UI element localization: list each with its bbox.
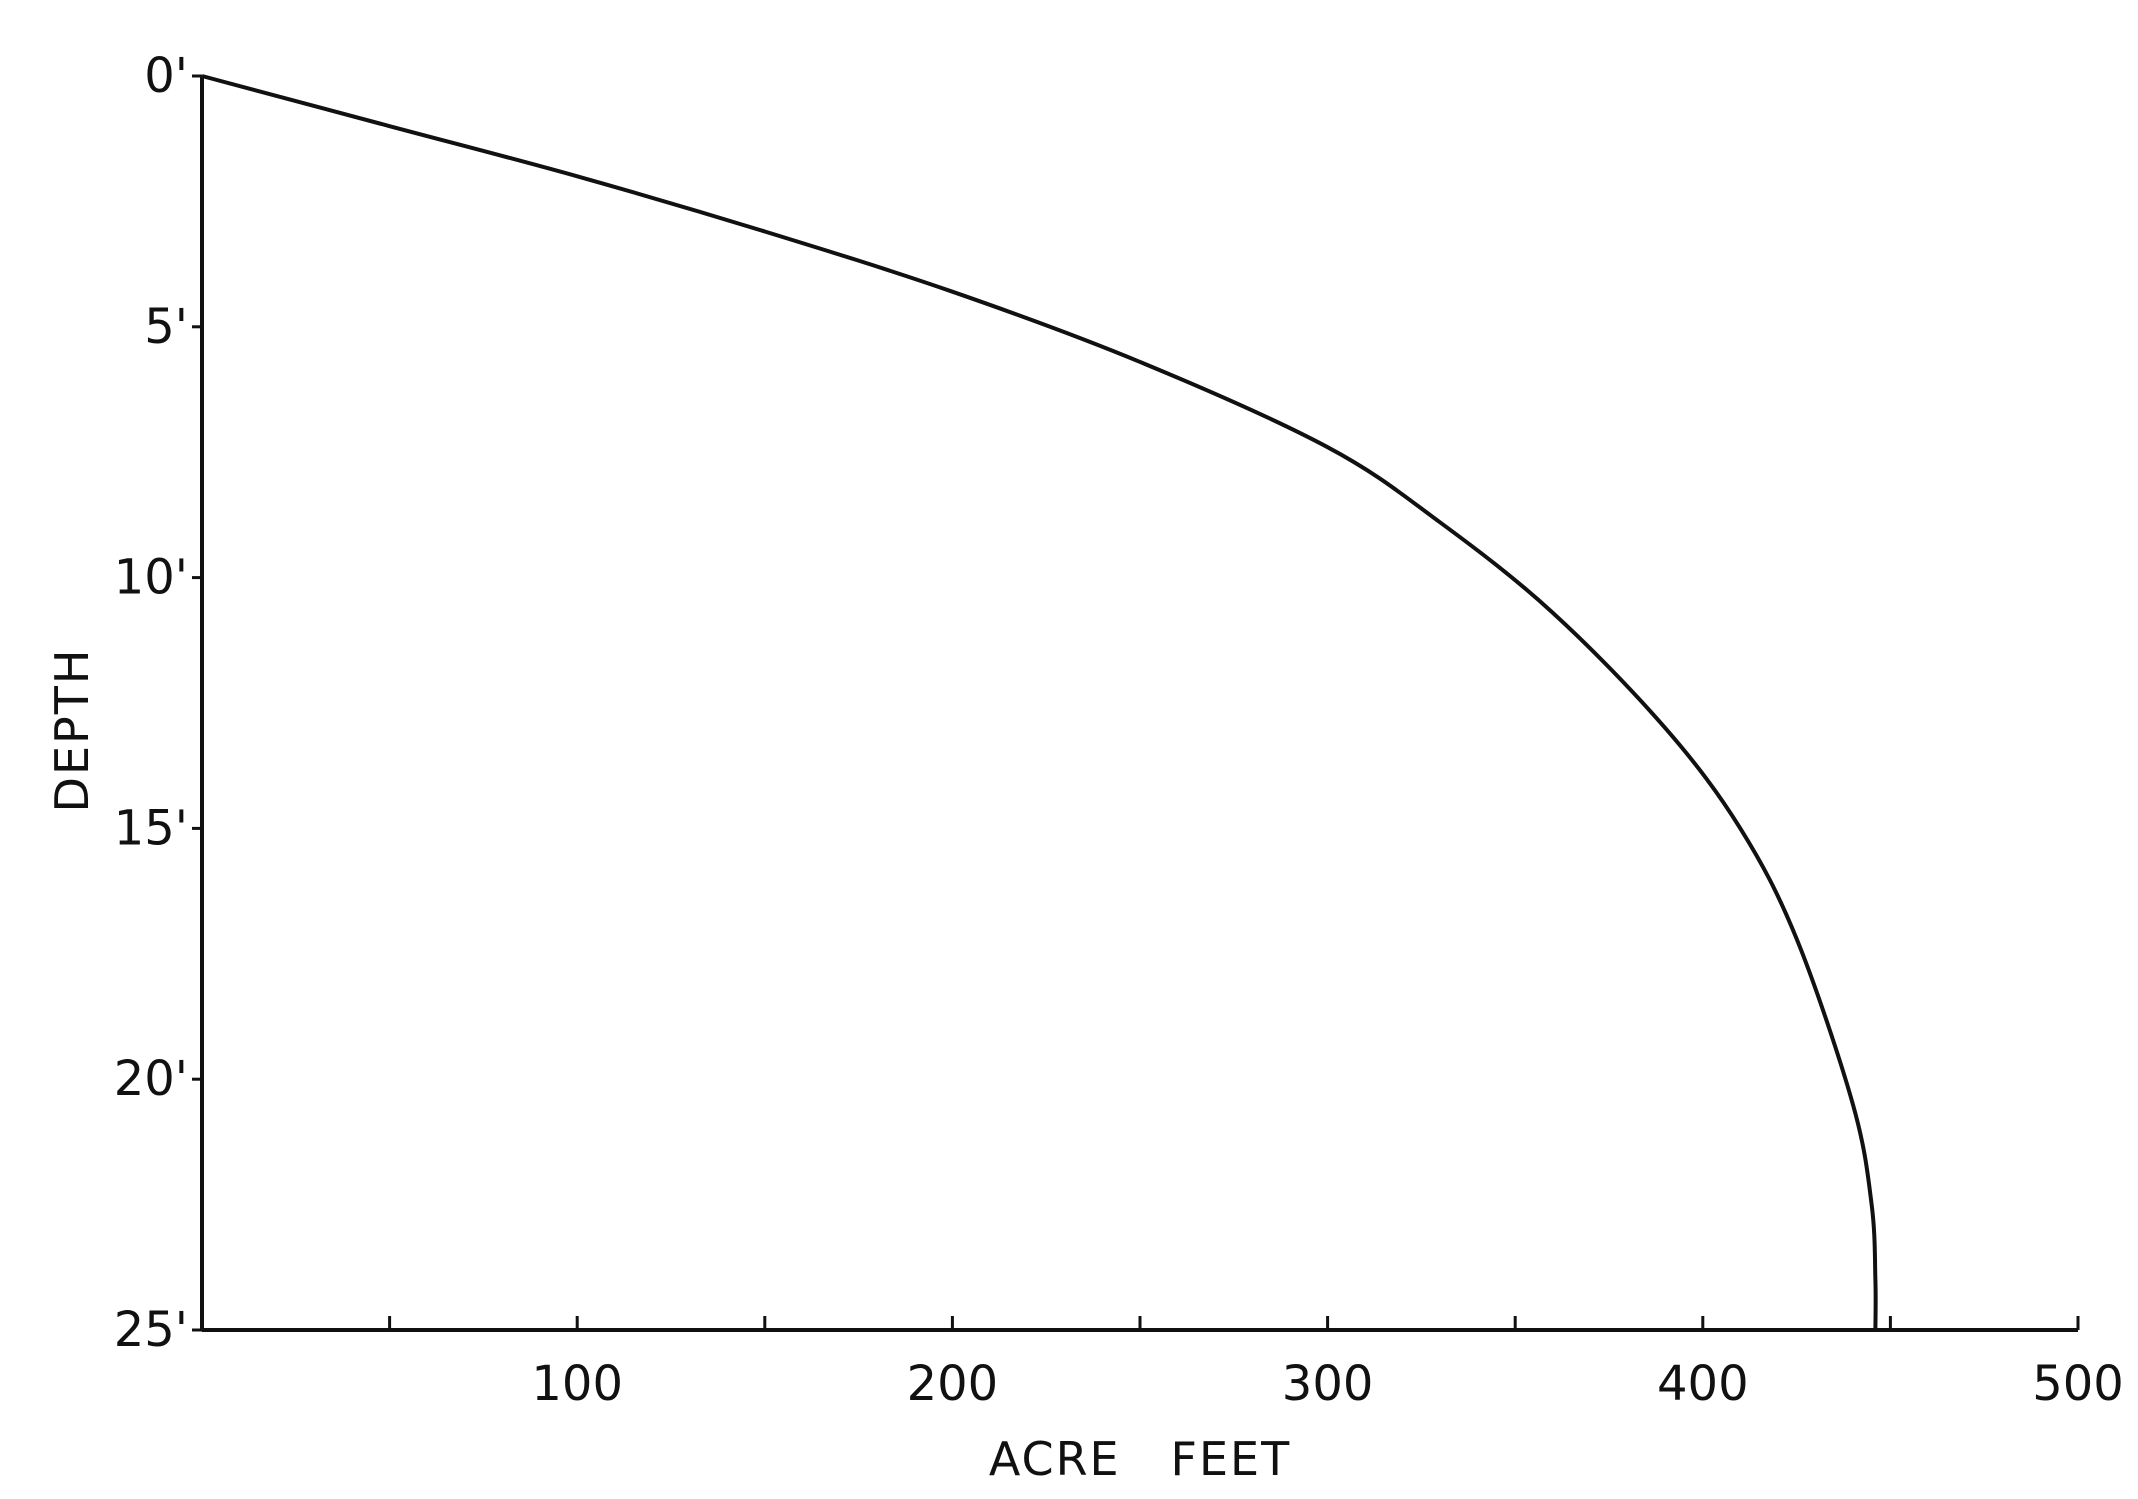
x-tick-label: 100 xyxy=(531,1356,623,1412)
y-tick-label: 0' xyxy=(144,48,188,104)
x-axis-title: ACRE FEET xyxy=(989,1432,1291,1486)
series-line xyxy=(201,74,1878,1331)
x-tick-label: 400 xyxy=(1657,1356,1749,1412)
x-tick-label: 500 xyxy=(2032,1356,2124,1412)
x-tick-label: 200 xyxy=(907,1356,999,1412)
y-axis-title: DEPTH xyxy=(45,648,99,813)
y-ticks: 0' 5' 10' 15' 20' 25' xyxy=(114,48,202,1358)
y-tick-label: 5' xyxy=(144,299,188,355)
x-tick-label: 300 xyxy=(1282,1356,1374,1412)
series-layer xyxy=(201,74,1878,1331)
y-tick-label: 15' xyxy=(114,800,188,856)
y-tick-label: 20' xyxy=(114,1051,188,1107)
y-tick-label: 25' xyxy=(114,1302,188,1358)
x-ticks: 100 200 300 400 500 xyxy=(388,1316,2124,1412)
axes xyxy=(200,76,2078,1332)
y-tick-label: 10' xyxy=(114,550,188,606)
